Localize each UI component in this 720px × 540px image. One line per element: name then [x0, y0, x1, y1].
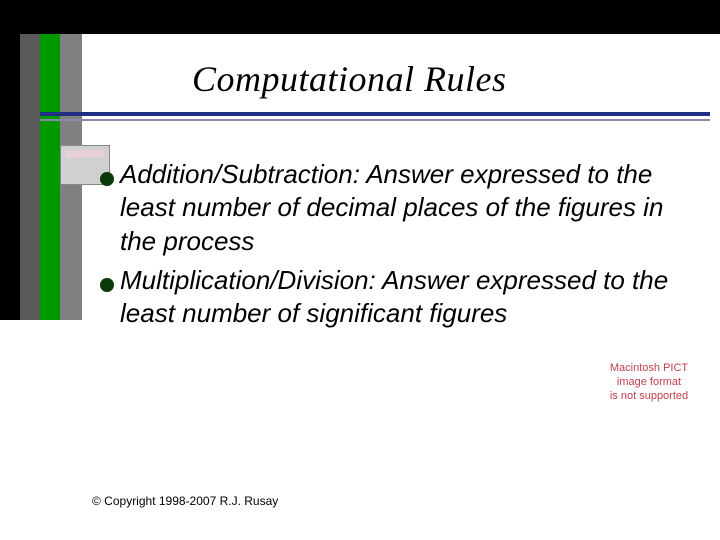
placeholder-line: image format	[596, 376, 702, 390]
copyright-text: © Copyright 1998-2007 R.J. Rusay	[92, 494, 278, 508]
bullet-lead: Addition/Subtraction:	[120, 159, 360, 189]
bullet-text: Addition/Subtraction: Answer expressed t…	[120, 158, 690, 258]
title-rule-thin	[40, 119, 710, 121]
sidebar-inset-stripe	[66, 150, 104, 158]
bullet-lead: Multiplication/Division:	[120, 265, 376, 295]
bullet-item: Multiplication/Division: Answer expresse…	[100, 264, 690, 331]
placeholder-line: Macintosh PICT	[596, 362, 702, 376]
bullet-list: Addition/Subtraction: Answer expressed t…	[100, 158, 690, 336]
slide-title: Computational Rules	[192, 58, 507, 100]
bullet-text: Multiplication/Division: Answer expresse…	[120, 264, 690, 331]
missing-image-placeholder: Macintosh PICT image format is not suppo…	[596, 362, 702, 403]
sidebar-stripe-green	[40, 34, 60, 320]
placeholder-line: is not supported	[596, 390, 702, 404]
bullet-dot-icon	[100, 278, 114, 292]
top-bar-block	[52, 0, 720, 34]
bullet-dot-icon	[100, 172, 114, 186]
bullet-item: Addition/Subtraction: Answer expressed t…	[100, 158, 690, 258]
sidebar-stripe-black	[0, 34, 20, 320]
sidebar-stripe-gray-dark	[20, 34, 40, 320]
title-rule-thick	[40, 112, 710, 116]
top-left-block	[0, 0, 52, 34]
